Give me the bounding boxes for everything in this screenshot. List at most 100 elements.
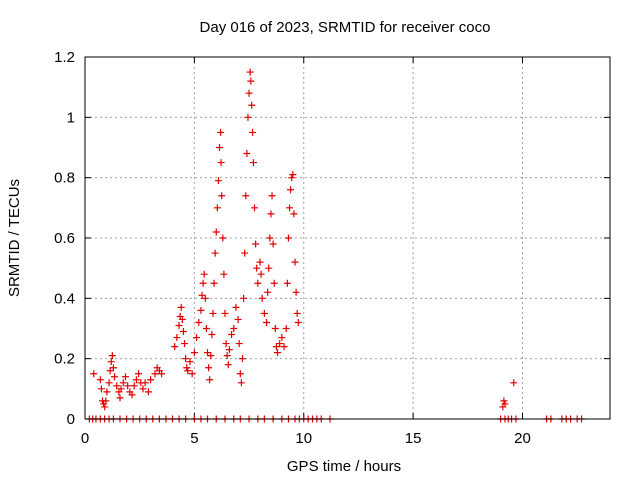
data-point: [289, 171, 297, 179]
data-point: [111, 373, 119, 381]
x-tick-label: 10: [295, 430, 312, 447]
x-tick-label: 20: [514, 430, 531, 447]
data-point: [216, 144, 224, 151]
data-point: [109, 364, 117, 372]
data-point: [175, 321, 183, 329]
data-point: [287, 186, 295, 194]
data-point: [208, 331, 216, 339]
data-point: [171, 343, 179, 351]
data-point: [221, 309, 229, 317]
data-point: [260, 309, 268, 317]
data-point: [177, 303, 185, 311]
data-point: [286, 204, 294, 212]
data-point: [199, 279, 207, 287]
data-point: [184, 367, 192, 375]
data-point: [240, 294, 248, 302]
data-point: [105, 379, 113, 387]
y-tick-label: 0.8: [54, 170, 75, 187]
data-point: [182, 355, 190, 363]
data-point: [119, 379, 127, 387]
data-point: [106, 367, 114, 375]
data-point: [247, 77, 255, 85]
data-point: [121, 373, 129, 381]
data-point: [198, 291, 206, 299]
data-point: [224, 361, 232, 369]
data-point: [241, 249, 249, 257]
data-point: [230, 325, 238, 332]
data-point: [103, 388, 111, 396]
data-point: [269, 240, 277, 248]
data-point: [510, 379, 518, 387]
data-point: [195, 318, 203, 326]
data-point: [272, 343, 280, 351]
data-point: [234, 315, 242, 323]
data-point: [222, 340, 230, 348]
data-point: [500, 397, 508, 405]
chart-title: Day 016 of 2023, SRMTID for receiver coc…: [200, 19, 491, 36]
grid: [85, 57, 610, 419]
data-point: [270, 279, 278, 287]
data-point: [186, 358, 194, 366]
data-points: [85, 68, 586, 423]
plot-frame: [84, 56, 611, 420]
data-point: [280, 343, 288, 351]
data-point: [139, 385, 147, 393]
data-point: [132, 376, 140, 384]
data-point: [239, 355, 246, 363]
data-point: [267, 210, 275, 218]
data-point: [268, 192, 276, 200]
data-point: [90, 370, 98, 378]
data-point: [292, 288, 300, 296]
data-point: [193, 334, 201, 342]
data-point: [293, 309, 301, 317]
data-point: [147, 376, 155, 384]
data-point: [96, 376, 104, 384]
data-point: [107, 358, 115, 366]
data-point: [284, 234, 292, 242]
data-point: [116, 394, 124, 402]
data-point: [294, 318, 302, 326]
data-point: [244, 113, 252, 121]
data-point: [276, 340, 284, 348]
data-point: [213, 204, 221, 212]
data-point: [245, 89, 253, 97]
x-axis-label: GPS time / hours: [287, 458, 401, 475]
data-point: [219, 234, 227, 242]
data-point: [108, 352, 116, 360]
data-point: [220, 270, 228, 278]
data-point: [130, 382, 138, 390]
data-point: [214, 177, 222, 185]
data-point: [225, 346, 233, 354]
data-point: [217, 159, 225, 167]
data-point: [178, 315, 186, 323]
data-point: [223, 352, 231, 360]
data-point: [206, 376, 214, 384]
data-point: [278, 334, 286, 342]
data-point: [102, 397, 110, 405]
x-tick-label: 15: [405, 430, 422, 447]
data-point: [232, 303, 240, 311]
x-tick-label: 0: [81, 430, 89, 447]
data-point: [253, 264, 261, 272]
data-point: [97, 385, 105, 393]
data-point: [242, 192, 250, 200]
data-point: [236, 370, 244, 378]
data-point: [179, 328, 187, 336]
data-point: [235, 340, 243, 348]
data-point: [212, 228, 220, 236]
data-point: [210, 279, 218, 287]
data-point: [181, 340, 189, 348]
data-point: [243, 150, 251, 158]
data-point: [258, 294, 266, 302]
data-point: [271, 325, 279, 332]
data-point: [290, 210, 298, 218]
y-tick-label: 0.4: [54, 290, 75, 307]
data-point: [218, 192, 226, 200]
data-point: [217, 128, 225, 136]
ticks: 0 0.2 0.4 0.6 0.8 1 1.2 0 5 10 15 20: [54, 49, 610, 447]
data-point: [288, 174, 296, 182]
data-point: [135, 370, 143, 378]
data-point: [207, 352, 215, 360]
data-point: [248, 101, 256, 109]
y-tick-label: 1: [67, 109, 75, 126]
